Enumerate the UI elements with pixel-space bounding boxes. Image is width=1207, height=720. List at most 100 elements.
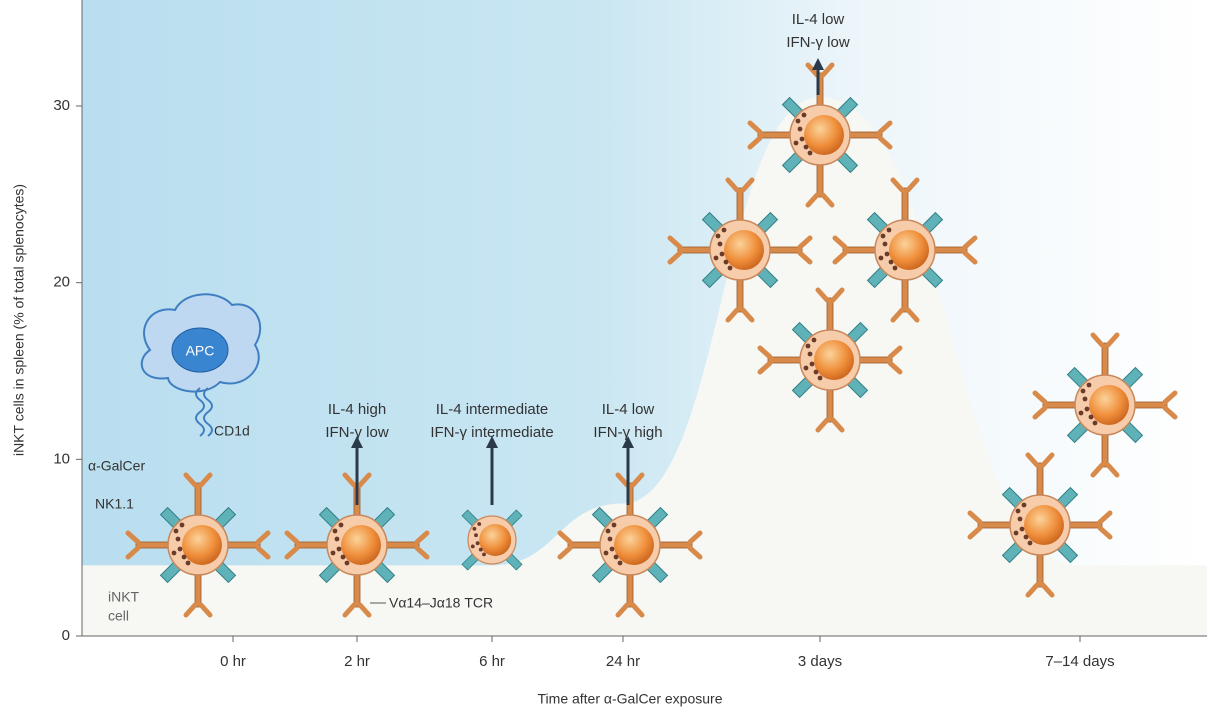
annotation: IL-4 intermediate [436, 401, 549, 418]
granule [612, 523, 617, 528]
granule [1093, 421, 1098, 426]
cd1d-label: CD1d [214, 423, 250, 439]
granule [345, 561, 350, 566]
receptor-stem [902, 188, 908, 222]
granule [812, 338, 817, 343]
granule [1079, 411, 1084, 416]
granule [804, 145, 809, 150]
x-tick-label: 0 hr [220, 653, 246, 670]
granule [818, 376, 823, 381]
granule [889, 260, 894, 265]
receptor-stem [385, 542, 419, 548]
receptor-stem [226, 542, 260, 548]
granule [800, 137, 805, 142]
x-tick-label: 7–14 days [1045, 653, 1114, 670]
receptor-stem [978, 522, 1012, 528]
receptor-stem [827, 298, 833, 332]
granule [883, 242, 888, 247]
y-tick-label: 30 [53, 97, 70, 114]
granule [172, 551, 177, 556]
granule [879, 256, 884, 261]
cell-core [1089, 385, 1129, 425]
receptor-stem [568, 542, 602, 548]
granule [614, 555, 619, 560]
granule [808, 151, 813, 156]
inkt-cell [462, 510, 522, 570]
annotation: IFN-γ low [786, 34, 850, 51]
inkt-label: iNKT [108, 589, 140, 605]
apc-label: APC [186, 343, 215, 359]
receptor-stem [1068, 522, 1102, 528]
annotation: IL-4 high [328, 401, 386, 418]
granule [608, 537, 613, 542]
granule [337, 547, 342, 552]
receptor-stem [858, 357, 892, 363]
granule [479, 548, 483, 552]
receptor-stem [768, 247, 802, 253]
granule [887, 228, 892, 233]
y-tick-label: 0 [62, 627, 70, 644]
receptor-stem [1102, 343, 1108, 377]
inkt-label: cell [108, 608, 129, 624]
granule [1083, 397, 1088, 402]
granule [893, 266, 898, 271]
cell-core [889, 230, 929, 270]
granule [341, 555, 346, 560]
granule [1016, 509, 1021, 514]
granule [339, 523, 344, 528]
receptor-stem [1133, 402, 1167, 408]
granule [718, 242, 723, 247]
receptor-stem [678, 247, 712, 253]
granule [174, 529, 179, 534]
cell-core [1024, 505, 1064, 545]
annotation: IL-4 low [792, 11, 845, 28]
receptor-stem [295, 542, 329, 548]
receptor-stem [1102, 433, 1108, 467]
granule [1014, 531, 1019, 536]
receptor-stem [1037, 553, 1043, 587]
receptor-stem [195, 573, 201, 607]
granule [1089, 415, 1094, 420]
granule [885, 252, 890, 257]
receptor-stem [658, 542, 692, 548]
granule [182, 555, 187, 560]
granule [722, 228, 727, 233]
granule [1024, 535, 1029, 540]
x-tick-label: 6 hr [479, 653, 505, 670]
granule [477, 522, 481, 526]
granule [1087, 383, 1092, 388]
receptor-stem [1043, 402, 1077, 408]
granule [716, 234, 721, 239]
y-tick-label: 20 [53, 274, 70, 291]
x-tick-label: 24 hr [606, 653, 640, 670]
receptor-stem [737, 278, 743, 312]
chart: iNKT cells in spleen (% of total splenoc… [0, 0, 1207, 720]
x-tick-label: 2 hr [344, 653, 370, 670]
granule [728, 266, 733, 271]
granule [476, 541, 480, 545]
granule [482, 552, 486, 556]
granule [814, 370, 819, 375]
granule [802, 113, 807, 118]
receptor-stem [902, 278, 908, 312]
granule [180, 523, 185, 528]
receptor-stem [827, 388, 833, 422]
galcer-label: α-GalCer [88, 458, 145, 474]
granule [724, 260, 729, 265]
x-axis-label: Time after α-GalCer exposure [538, 691, 723, 707]
tcr-label: Vα14–Jα18 TCR [389, 595, 493, 611]
granule [1085, 407, 1090, 412]
y-tick-label: 10 [53, 450, 70, 467]
granule [798, 127, 803, 132]
receptor-stem [136, 542, 170, 548]
cell-core [182, 525, 222, 565]
cell-core [341, 525, 381, 565]
granule [804, 366, 809, 371]
granule [186, 561, 191, 566]
cell-core [479, 524, 511, 556]
granule [794, 141, 799, 146]
x-tick-label: 3 days [798, 653, 842, 670]
receptor-stem [933, 247, 967, 253]
granule [335, 537, 340, 542]
granule [806, 344, 811, 349]
